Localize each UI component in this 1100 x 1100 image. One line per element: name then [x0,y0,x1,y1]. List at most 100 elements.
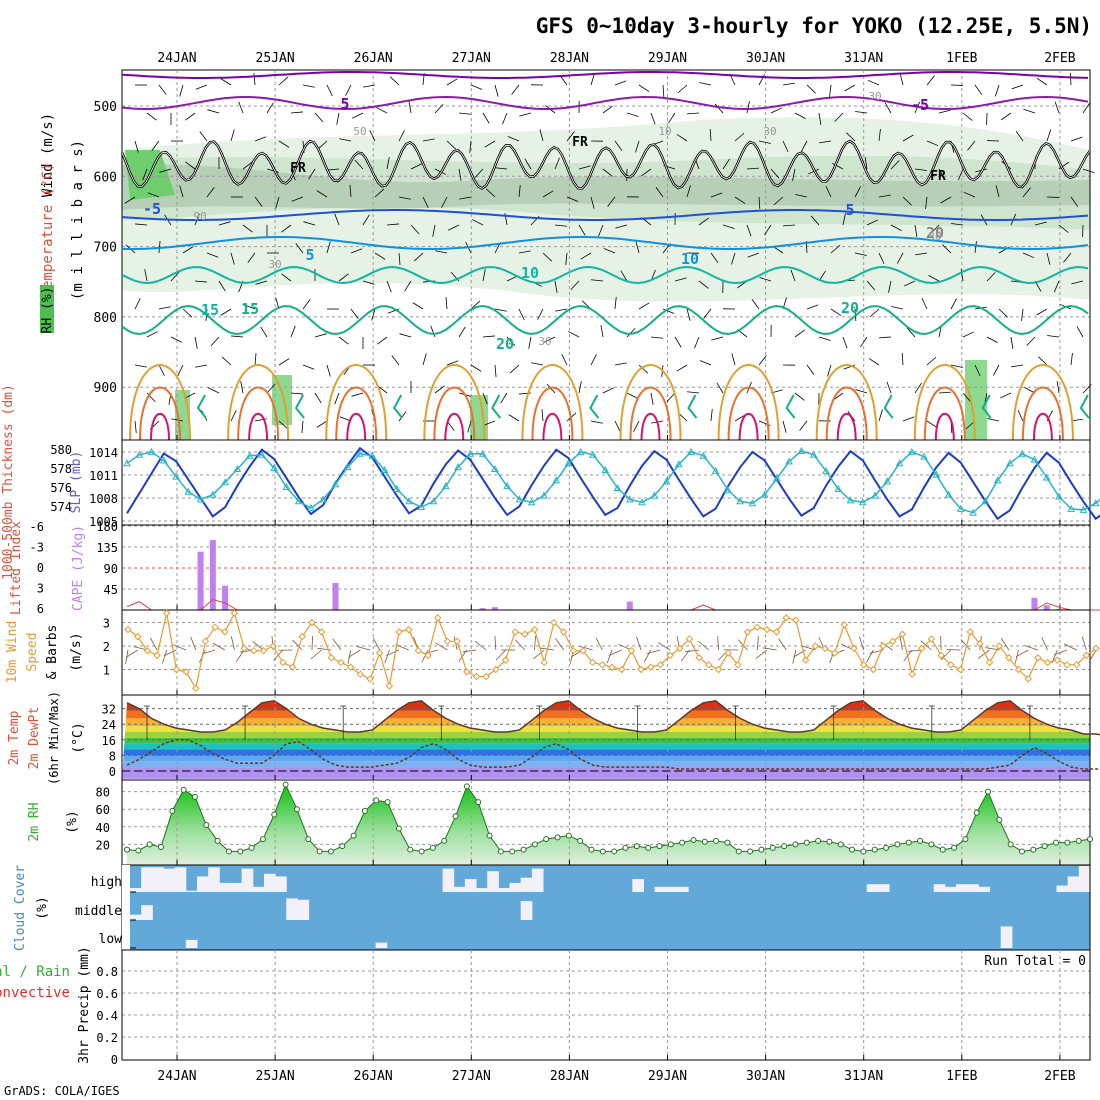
wind-barb [254,136,267,142]
wind-speed-point [927,635,936,643]
wind-barb [717,635,719,651]
wind-barb [195,84,208,90]
wind-barb [278,76,289,86]
wind-speed-point [850,644,858,653]
wind-barb [266,383,276,394]
wind-barb [618,643,632,651]
wind-speed-point [540,658,548,667]
wind-barb [940,196,952,204]
wind-barb [124,196,136,204]
wind-barb [430,325,436,338]
wind-barb [902,196,912,206]
wind-barb [482,269,486,282]
wind-barb [827,364,832,377]
thickness-tick: 578 [50,462,72,476]
wind-barb [1034,221,1047,226]
cloud-middle-bar [141,905,153,920]
wind-barb [810,215,820,226]
wind-barb [410,224,420,235]
wind-barb [710,252,719,263]
isotherm-label: 20 [841,299,859,317]
wind-barb [554,280,558,293]
rh-point [248,844,255,851]
wind-barb [697,640,710,651]
wind-speed-point [685,635,694,643]
wind-barb [864,157,868,170]
cape-lifted-index-panel: 180 135 90 45 -6 -3 0 3 6 Lifted Index CAPE (J/kg) [9,520,1100,616]
wind-barb [210,336,220,347]
wind-barb [470,364,482,372]
cloud-high-bar [531,868,544,892]
wind-barb [374,252,386,260]
temp2m-units-label: (°C) [71,722,86,753]
wind-barb [1017,409,1024,422]
wind-barb [794,112,806,119]
wind-barb [1036,77,1048,86]
wind-barb [674,336,682,348]
wind-barb [317,140,328,150]
rh-point [282,781,289,788]
wind-barb [531,362,544,366]
wind-speed-point [1043,658,1052,667]
wind-barb [819,140,832,144]
wind-speed-point [559,628,568,636]
pressure-tick: 800 [94,311,117,326]
temperature-axis-label: Temperature (°C) [40,163,56,298]
wind-barb [371,308,376,321]
wind-barb [348,649,361,658]
thickness-point [613,483,622,491]
thickness-point [1079,505,1088,513]
wind-speed-point [492,665,500,674]
wind-barb [687,391,700,394]
wind-speed-point [801,656,810,664]
wind-barb [149,637,158,651]
wind-barb [794,329,805,338]
temp-line [126,700,1100,736]
wind-barb [674,277,687,282]
cape-bar [1043,605,1050,610]
wind-barb [914,382,922,394]
wind-barb [534,636,536,651]
isotherm-minus10 [121,71,1089,79]
wind-barb [995,185,1000,198]
rh-point [225,848,232,855]
wind-barb [134,420,137,433]
wind-tick: 1 [103,664,110,678]
wind-speed-point [463,668,471,676]
thickness-point [258,450,266,458]
isotherm-25 [129,364,191,441]
wind-barb [206,252,219,258]
precip-tick: 0.2 [96,1031,118,1045]
panel-frame [121,949,1091,1061]
rh-contour-label: 10 [658,125,671,138]
isotherm-20-cell [981,394,992,419]
isotherm-30 [727,386,770,441]
lifted-index-line [126,598,1100,611]
cape-bar [332,582,339,610]
wind-speed-point [472,672,481,681]
wind-barb [508,414,520,422]
wind-barb [899,73,904,86]
wind-barb [758,140,771,144]
wind-speed-point [405,625,413,634]
wind-speed-point [298,632,306,641]
rh2m-axis-label: 2m RH [27,802,42,841]
temp-band [122,749,1090,756]
wind-barb [867,79,880,86]
thickness-point [343,463,352,471]
wind-speed-point [617,665,626,674]
wind-barb [1000,638,1010,651]
wind-barb [568,331,580,338]
wind-barb [806,84,816,94]
thickness-tick: 574 [50,500,72,514]
wind-barb [614,140,623,151]
wind-barb [869,308,880,318]
wind-barb [424,649,438,655]
thickness-point [907,447,916,455]
wind-barb [494,84,499,97]
cloud-middle-bar [130,914,142,920]
wind-barb [1081,636,1087,651]
rh-contour-label: 30 [868,90,881,103]
wind-barb [962,392,972,403]
wind-barb [441,196,448,208]
